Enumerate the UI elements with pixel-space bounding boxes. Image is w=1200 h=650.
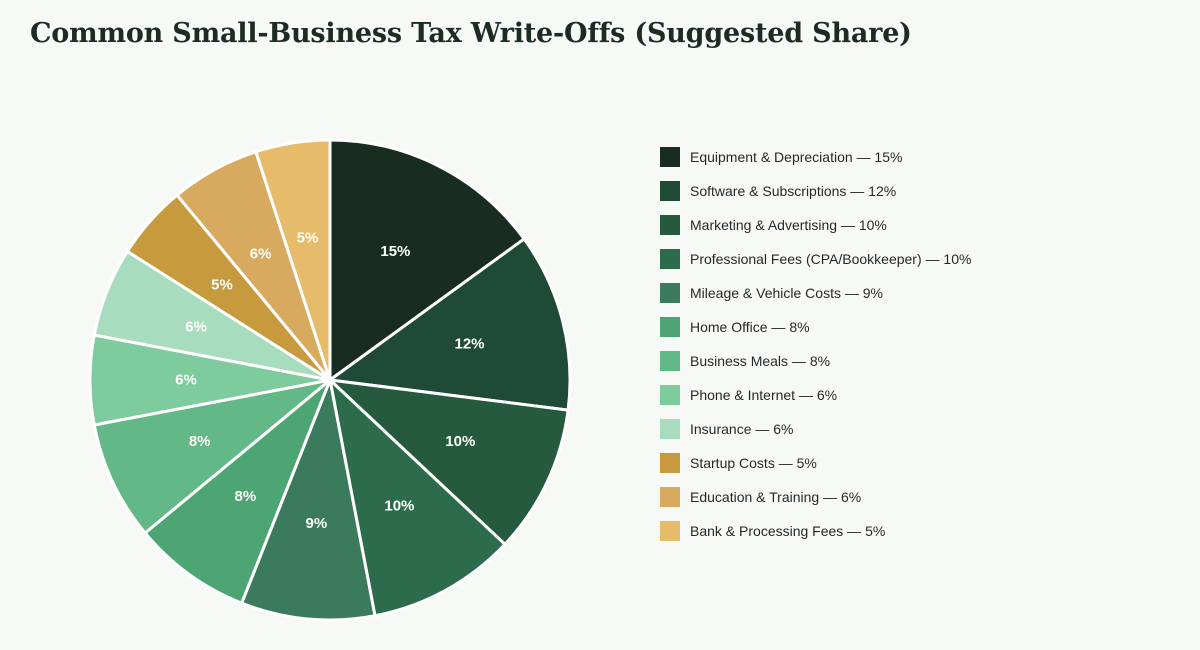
slice-data-label: 15%: [380, 243, 410, 260]
slice-data-label: 8%: [189, 433, 211, 450]
legend-label: Marketing & Advertising — 10%: [690, 217, 887, 233]
legend-item[interactable]: Business Meals — 8%: [660, 344, 971, 378]
legend-label: Startup Costs — 5%: [690, 455, 817, 471]
slice-data-label: 6%: [175, 372, 197, 389]
legend-label: Insurance — 6%: [690, 421, 794, 437]
legend-item[interactable]: Software & Subscriptions — 12%: [660, 174, 971, 208]
pie-slice[interactable]: [328, 378, 570, 546]
pie-slice[interactable]: [254, 138, 332, 382]
pie-slice[interactable]: [92, 378, 332, 535]
legend-label: Mileage & Vehicle Costs — 9%: [690, 285, 883, 301]
legend-swatch: [660, 351, 680, 371]
pie-slice[interactable]: [328, 237, 572, 412]
chart-legend: Equipment & Depreciation — 15% Software &…: [660, 140, 971, 548]
chart-title: Common Small-Business Tax Write-Offs (Su…: [30, 18, 912, 49]
legend-swatch: [660, 215, 680, 235]
pie-slice[interactable]: [240, 378, 377, 622]
legend-label: Equipment & Depreciation — 15%: [690, 149, 903, 165]
pie-chart: 15% 12% 10% 10% 9% 8% 8% 6% 6% 5% 6% 5%: [88, 138, 572, 622]
legend-swatch: [660, 283, 680, 303]
legend-item[interactable]: Education & Training — 6%: [660, 480, 971, 514]
slice-data-label: 12%: [454, 336, 484, 353]
pie-slice[interactable]: [328, 378, 507, 618]
slice-data-label: 6%: [185, 319, 207, 336]
legend-item[interactable]: Home Office — 8%: [660, 310, 971, 344]
pie-slice[interactable]: [328, 138, 526, 382]
legend-item[interactable]: Bank & Processing Fees — 5%: [660, 514, 971, 548]
legend-swatch: [660, 453, 680, 473]
legend-item[interactable]: Startup Costs — 5%: [660, 446, 971, 480]
slice-data-label: 10%: [445, 433, 475, 450]
legend-label: Phone & Internet — 6%: [690, 387, 838, 403]
legend-swatch: [660, 147, 680, 167]
pie-slice[interactable]: [143, 378, 332, 605]
legend-label: Home Office — 8%: [690, 319, 810, 335]
legend-label: Professional Fees (CPA/Bookkeeper) — 10%: [690, 251, 972, 267]
legend-swatch: [660, 181, 680, 201]
slice-data-label: 10%: [384, 498, 414, 515]
slice-data-label: 6%: [250, 245, 272, 262]
slice-data-label: 8%: [235, 488, 257, 505]
legend-item[interactable]: Equipment & Depreciation — 15%: [660, 140, 971, 174]
slice-data-label: 9%: [306, 515, 328, 532]
legend-swatch: [660, 521, 680, 541]
legend-swatch: [660, 249, 680, 269]
legend-label: Software & Subscriptions — 12%: [690, 183, 897, 199]
slice-data-label: 5%: [297, 229, 319, 246]
legend-swatch: [660, 419, 680, 439]
legend-item[interactable]: Insurance — 6%: [660, 412, 971, 446]
legend-item[interactable]: Mileage & Vehicle Costs — 9%: [660, 276, 971, 310]
legend-label: Business Meals — 8%: [690, 353, 831, 369]
legend-label: Bank & Processing Fees — 5%: [690, 523, 886, 539]
legend-label: Education & Training — 6%: [690, 489, 862, 505]
legend-swatch: [660, 317, 680, 337]
slice-data-label: 5%: [211, 276, 233, 293]
legend-swatch: [660, 385, 680, 405]
legend-item[interactable]: Phone & Internet — 6%: [660, 378, 971, 412]
legend-item[interactable]: Marketing & Advertising — 10%: [660, 208, 971, 242]
legend-item[interactable]: Professional Fees (CPA/Bookkeeper) — 10%: [660, 242, 971, 276]
legend-swatch: [660, 487, 680, 507]
